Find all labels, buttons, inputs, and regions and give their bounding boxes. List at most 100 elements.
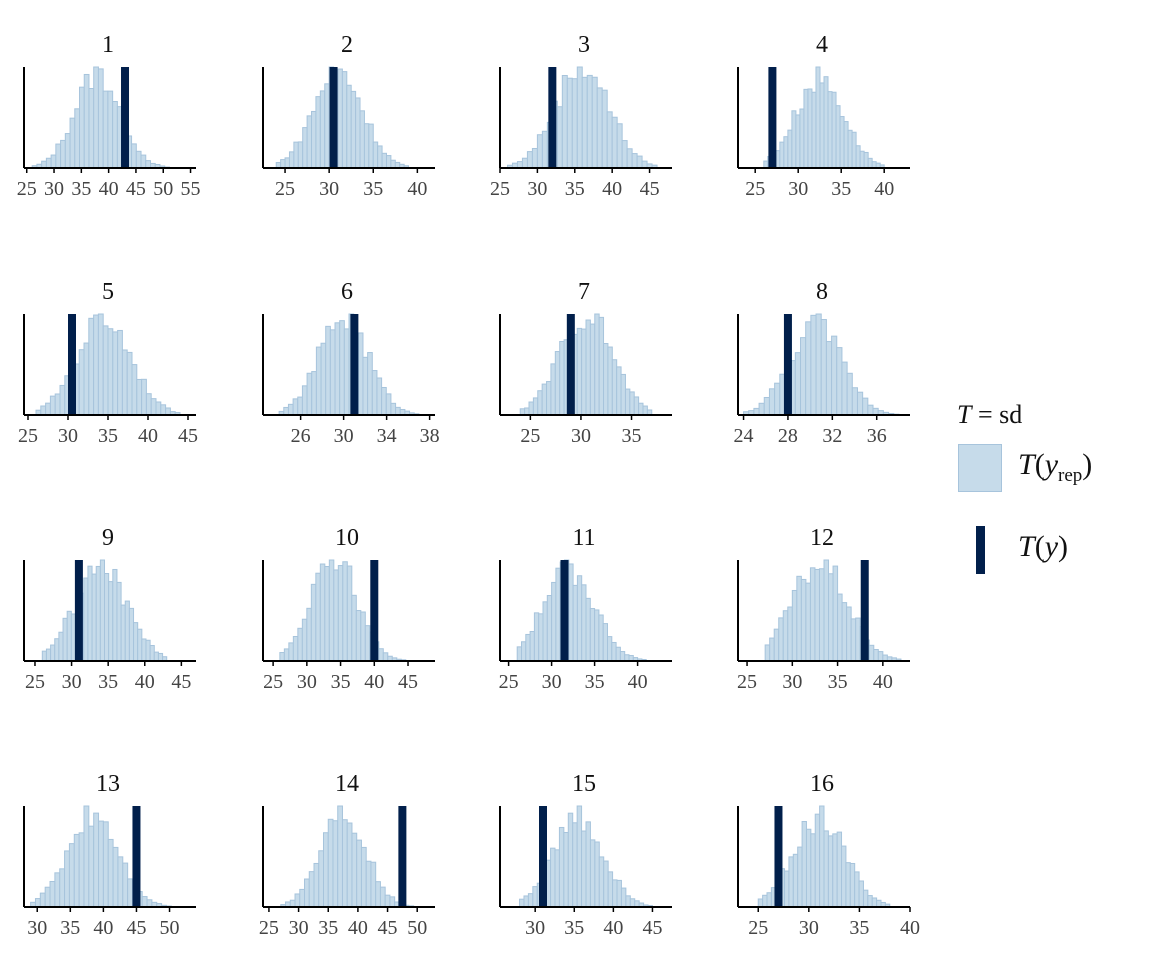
x-tick-label: 35 bbox=[564, 917, 584, 939]
histogram-bar bbox=[329, 329, 336, 416]
histogram-bar bbox=[782, 610, 789, 662]
x-tick-label: 45 bbox=[640, 178, 660, 200]
x-tick-label: 30 bbox=[799, 917, 819, 939]
histogram-bar bbox=[293, 141, 299, 169]
x-tick-label: 35 bbox=[331, 671, 351, 693]
x-tick-label: 40 bbox=[602, 178, 622, 200]
x-tick-label: 30 bbox=[782, 671, 802, 693]
histogram-bar bbox=[98, 820, 104, 908]
panel-title: 5 bbox=[102, 279, 114, 305]
histogram-bar bbox=[131, 364, 138, 416]
histogram-bar bbox=[382, 652, 389, 662]
histogram-bar bbox=[104, 573, 110, 662]
x-tick-label: 25 bbox=[745, 178, 765, 200]
x-tick-label: 35 bbox=[60, 917, 80, 939]
x-tick-label: 30 bbox=[571, 425, 591, 447]
histogram-bar bbox=[64, 133, 71, 169]
histogram-bar bbox=[357, 332, 364, 416]
histogram-bar bbox=[54, 872, 61, 908]
x-tick-label: 45 bbox=[126, 178, 146, 200]
histogram-bar bbox=[516, 646, 523, 662]
histogram-bar bbox=[533, 612, 540, 662]
histogram-bar bbox=[78, 349, 85, 416]
histogram-bar bbox=[83, 73, 90, 169]
histogram-bar bbox=[49, 395, 56, 416]
histogram-bar bbox=[800, 337, 807, 416]
histogram-bar bbox=[288, 151, 295, 169]
histogram-bar bbox=[58, 631, 64, 662]
histogram-bar bbox=[572, 822, 578, 908]
observed-line bbox=[566, 314, 575, 415]
histogram-bar bbox=[284, 157, 290, 169]
x-tick-label: 35 bbox=[849, 917, 869, 939]
histogram-bar bbox=[54, 638, 60, 662]
histogram-bar bbox=[616, 123, 623, 169]
x-tick-label: 25 bbox=[263, 671, 283, 693]
x-tick-label: 35 bbox=[71, 178, 91, 200]
histogram-bar bbox=[606, 111, 613, 169]
histogram-bar bbox=[828, 573, 834, 662]
histogram-bar bbox=[83, 342, 90, 416]
x-tick-label: 25 bbox=[499, 671, 519, 693]
x-tick-label: 35 bbox=[98, 671, 118, 693]
histogram-bar bbox=[836, 831, 843, 908]
histogram-bar bbox=[561, 75, 568, 169]
x-tick-label: 55 bbox=[181, 178, 201, 200]
x-tick-label: 45 bbox=[126, 917, 146, 939]
histogram-bar bbox=[615, 646, 621, 662]
histogram-bar bbox=[818, 568, 825, 662]
histogram-bar bbox=[831, 335, 838, 416]
histogram-bar bbox=[594, 841, 600, 908]
histogram-bar bbox=[68, 843, 75, 908]
histogram-bar bbox=[611, 359, 618, 416]
histogram-bar bbox=[876, 899, 882, 908]
legend-label-yrep: T(yrep) bbox=[1018, 448, 1093, 486]
histogram-bar bbox=[379, 886, 386, 908]
histogram-bar bbox=[616, 366, 622, 416]
histogram-bar bbox=[581, 76, 588, 169]
histogram-bar bbox=[607, 636, 613, 662]
histogram-bar bbox=[596, 87, 603, 169]
histogram-bar bbox=[805, 582, 811, 662]
legend-swatch-yrep bbox=[958, 444, 1002, 492]
histogram-bar bbox=[39, 892, 46, 908]
histogram-bar bbox=[764, 644, 771, 662]
panel-8: 24 28 32 36 8 bbox=[734, 279, 910, 447]
histogram-bar bbox=[327, 818, 334, 908]
histogram-bar bbox=[351, 832, 358, 908]
histogram-bar bbox=[294, 893, 301, 908]
x-tick-label: 30 bbox=[289, 917, 309, 939]
histogram-bar bbox=[341, 71, 348, 169]
histogram-bar bbox=[328, 559, 335, 662]
histogram-bar bbox=[370, 861, 377, 908]
panel-title: 4 bbox=[816, 32, 828, 58]
histogram-bar bbox=[571, 78, 578, 169]
histogram-bar bbox=[585, 821, 591, 908]
observed-line bbox=[860, 560, 869, 661]
legend-title: T = sd bbox=[957, 400, 1023, 429]
histogram-bar bbox=[342, 561, 348, 662]
x-tick-label: 40 bbox=[348, 917, 368, 939]
histogram-bar bbox=[572, 584, 578, 662]
histogram-bar bbox=[97, 68, 104, 169]
histogram-bar bbox=[160, 404, 167, 416]
histogram-bar bbox=[554, 849, 560, 908]
panel-16: 25 30 35 40 16 bbox=[737, 771, 920, 939]
histogram-bar bbox=[819, 805, 825, 908]
histogram-bar bbox=[832, 833, 838, 908]
histogram-bar bbox=[141, 378, 147, 416]
histogram-bar bbox=[814, 813, 821, 908]
histogram-bar bbox=[360, 611, 366, 662]
histogram-bar bbox=[319, 563, 326, 662]
histogram-bar bbox=[153, 651, 159, 662]
histogram-bar bbox=[350, 90, 357, 169]
histogram-bar bbox=[97, 313, 104, 416]
histogram-bar bbox=[556, 106, 563, 169]
histogram-bar bbox=[332, 820, 339, 908]
histogram-bar bbox=[141, 638, 147, 662]
histogram-bar bbox=[625, 895, 631, 908]
histogram-bar bbox=[521, 641, 527, 662]
panel-11: 25 30 35 40 11 bbox=[499, 525, 672, 693]
observed-line bbox=[68, 314, 76, 415]
histogram-bar bbox=[49, 880, 56, 908]
